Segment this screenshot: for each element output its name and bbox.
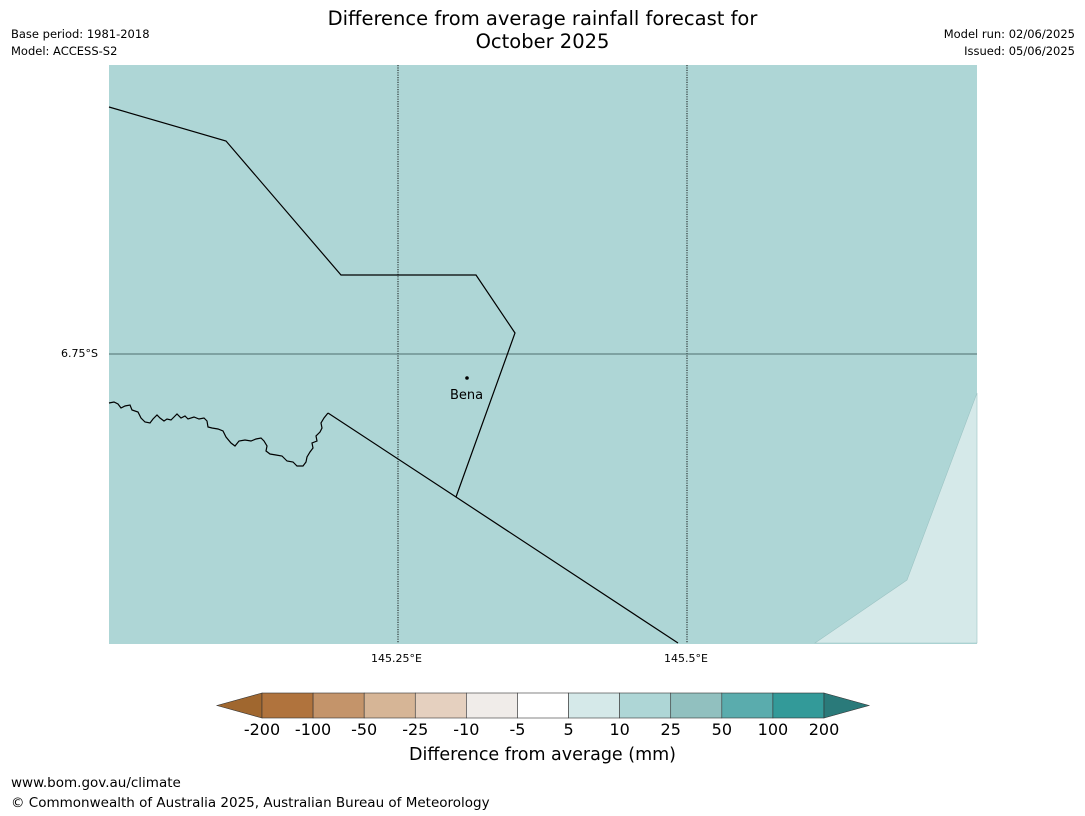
colorbar-title: Difference from average (mm) xyxy=(408,745,677,765)
title-line-1: Difference from average rainfall forecas… xyxy=(327,7,758,30)
colorbar-tick-label: -100 xyxy=(294,720,332,739)
issued-date: Issued: 05/06/2025 xyxy=(964,43,1075,58)
colorbar-tick-label: 5 xyxy=(563,720,574,739)
latitude-tick-label: 6.75°S xyxy=(61,347,98,360)
model-name: Model: ACCESS-S2 xyxy=(11,43,118,58)
colorbar-segment xyxy=(261,692,314,719)
town-label: Bena xyxy=(450,388,484,403)
model-run: Model run: 02/06/2025 xyxy=(943,27,1075,41)
colorbar-segment xyxy=(568,692,620,719)
coastline xyxy=(108,401,329,467)
colorbar-tick-label: 10 xyxy=(609,720,630,739)
colorbar-segment xyxy=(414,692,467,719)
colorbar-segment xyxy=(670,692,723,719)
colorbar xyxy=(215,692,871,719)
footer-url: www.bom.gov.au/climate xyxy=(11,775,181,791)
base-period: Base period: 1981-2018 xyxy=(11,27,150,41)
colorbar-tick-label: 50 xyxy=(711,720,732,739)
town-marker xyxy=(465,376,469,380)
model-info: Base period: 1981-2018 Model: ACCESS-S2 xyxy=(11,26,150,59)
boundary-north xyxy=(108,106,516,498)
colorbar-segment xyxy=(466,692,518,719)
longitude-tick-label-1: 145.25°E xyxy=(371,652,422,665)
colorbar-tick-label: -10 xyxy=(453,720,480,739)
map-title: Difference from average rainfall forecas… xyxy=(0,7,1085,53)
colorbar-tick-label: 100 xyxy=(757,720,789,739)
colorbar-tick-label: -50 xyxy=(351,720,378,739)
colorbar-tick-label: -25 xyxy=(402,720,429,739)
longitude-tick-label-2: 145.5°E xyxy=(664,652,708,665)
colorbar-tick-label: 25 xyxy=(660,720,681,739)
title-line-2: October 2025 xyxy=(475,30,610,53)
colorbar-extend-low xyxy=(215,692,263,719)
run-info: Model run: 02/06/2025 Issued: 05/06/2025 xyxy=(944,26,1075,59)
colorbar-tick-label: 200 xyxy=(808,720,840,739)
colorbar-extend-high xyxy=(823,692,871,719)
colorbar-segment xyxy=(363,692,416,719)
boundary-south xyxy=(327,412,679,644)
colorbar-tick-label: -200 xyxy=(243,720,281,739)
colorbar-segment xyxy=(619,692,672,719)
footer-copyright: © Commonwealth of Australia 2025, Austra… xyxy=(11,795,490,811)
colorbar-segment xyxy=(772,692,825,719)
colorbar-segment xyxy=(312,692,365,719)
colorbar-tick-label: -5 xyxy=(509,720,526,739)
colorbar-segment xyxy=(721,692,774,719)
map-region-light xyxy=(814,392,978,644)
colorbar-segment xyxy=(517,692,569,719)
